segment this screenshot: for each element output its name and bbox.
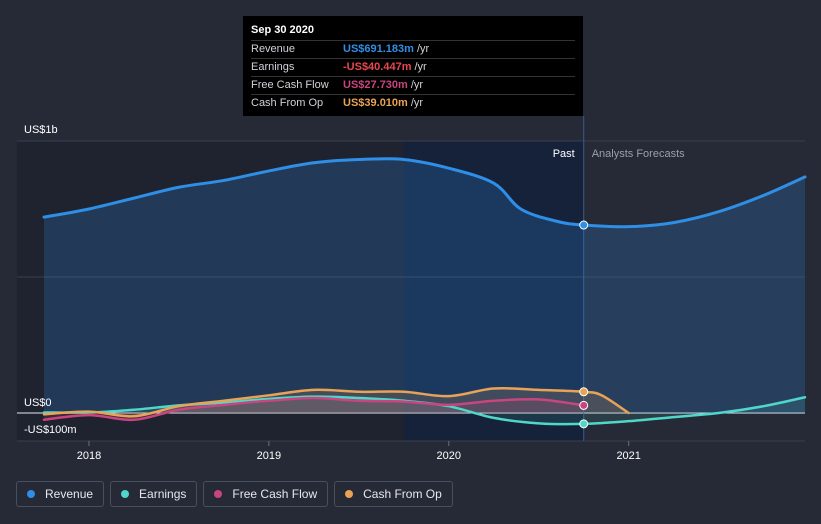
tooltip-label: Free Cash Flow: [251, 79, 329, 91]
tooltip-value: US$39.010m: [343, 97, 408, 109]
tooltip-value: US$27.730m: [343, 79, 408, 91]
past-label: Past: [553, 148, 575, 160]
y-tick-label: -US$100m: [24, 424, 77, 436]
y-tick-label: US$0: [24, 397, 52, 409]
legend-label: Cash From Op: [363, 487, 442, 501]
legend-item-earnings[interactable]: Earnings: [110, 481, 198, 507]
tooltip-row-cash-from-op: Cash From Op US$39.010m /yr: [251, 94, 575, 112]
tooltip-label: Cash From Op: [251, 97, 324, 109]
tooltip-row-revenue: Revenue US$691.183m /yr: [251, 40, 575, 58]
legend-item-cash-from-op[interactable]: Cash From Op: [334, 481, 453, 507]
y-tick-label: US$1b: [24, 124, 58, 136]
revenue-marker: [579, 220, 589, 230]
free-cash-flow-area: [43, 398, 584, 420]
legend-label: Free Cash Flow: [232, 487, 318, 501]
forecast-label: Analysts Forecasts: [592, 148, 685, 160]
revenue-line: [42, 157, 807, 229]
legend-dot-icon: [27, 490, 35, 498]
tooltip-label: Revenue: [251, 43, 296, 55]
tooltip-value: -US$40.447m: [343, 61, 412, 73]
legend-item-revenue[interactable]: Revenue: [16, 481, 105, 507]
legend: Revenue Earnings Free Cash Flow Cash Fro…: [16, 481, 453, 509]
tooltip-unit: /yr: [410, 97, 424, 109]
tooltip-label: Earnings: [251, 61, 295, 73]
cash-from-op-line: [42, 386, 630, 418]
tooltip-row-earnings: Earnings -US$40.447m /yr: [251, 58, 575, 76]
tooltip-unit: /yr: [414, 61, 427, 73]
legend-label: Revenue: [45, 487, 94, 501]
legend-item-free-cash-flow[interactable]: Free Cash Flow: [203, 481, 329, 507]
legend-dot-icon: [214, 490, 223, 498]
tooltip-value: US$691.183m: [343, 43, 414, 55]
cash-from-op-marker: [579, 387, 589, 397]
legend-dot-icon: [121, 490, 130, 498]
tooltip-unit: /yr: [410, 79, 424, 91]
free-cash-flow-marker: [579, 400, 589, 410]
revenue-area: [43, 158, 805, 413]
tooltip-row-free-cash-flow: Free Cash Flow US$27.730m /yr: [251, 76, 575, 94]
tooltip-unit: /yr: [416, 43, 430, 55]
earnings-marker: [579, 419, 589, 429]
tooltip: Sep 30 2020 Revenue US$691.183m /yr Earn…: [243, 16, 583, 116]
x-tick-label: 2018: [77, 450, 101, 462]
legend-dot-icon: [345, 490, 354, 498]
x-tick-label: 2021: [616, 450, 640, 462]
x-tick-label: 2020: [437, 450, 461, 462]
free-cash-flow-line: [42, 396, 585, 422]
tooltip-date: Sep 30 2020: [251, 24, 314, 36]
legend-label: Earnings: [139, 487, 187, 501]
x-tick-label: 2019: [257, 450, 281, 462]
